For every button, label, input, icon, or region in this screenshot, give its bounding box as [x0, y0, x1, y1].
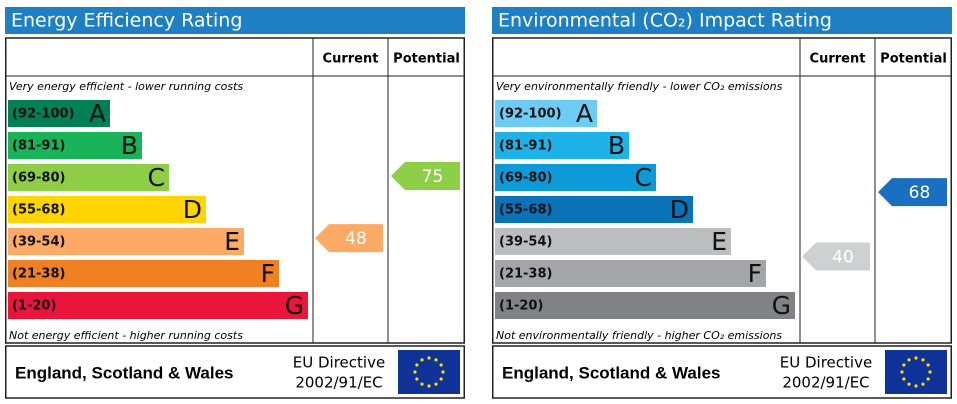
eu-star [921, 358, 925, 362]
rating-band [8, 228, 244, 255]
eu-star [434, 358, 438, 362]
band-letter: A [89, 99, 106, 128]
eu-star [907, 382, 911, 386]
rating-arrow [315, 224, 383, 253]
title-bar [5, 7, 465, 34]
band-range: (55-68) [12, 203, 65, 218]
band-letter: C [635, 163, 652, 192]
title-bar [492, 7, 952, 34]
rating-arrow [878, 178, 947, 207]
rating-panel: Energy Efficiency Rating Current Potential… [5, 7, 465, 399]
band-letter: C [148, 163, 165, 192]
eu-star [434, 382, 438, 386]
rating-band [495, 228, 731, 255]
rating-band [495, 196, 693, 223]
eu-star [926, 363, 930, 367]
eu-star [928, 370, 932, 374]
footer-directive: EU Directive [780, 354, 872, 372]
eu-star [441, 370, 445, 374]
band-letter: B [608, 131, 625, 160]
eu-star [439, 363, 443, 367]
eu-star [914, 356, 918, 360]
band-range: (92-100) [499, 107, 562, 122]
band-letter: G [285, 291, 304, 320]
band-range: (21-38) [499, 267, 552, 282]
footer-region: England, Scotland & Wales [502, 363, 721, 382]
band-letter: B [121, 131, 138, 160]
column-header: Current [810, 52, 866, 67]
rating-band [8, 100, 110, 127]
eu-star [921, 382, 925, 386]
footer-directive: 2002/91/EC [295, 374, 382, 392]
rating-value: 75 [422, 167, 444, 187]
bottom-note: Not energy efficient - higher running co… [9, 329, 243, 342]
footer-region: England, Scotland & Wales [15, 363, 234, 382]
eu-star [420, 358, 424, 362]
rating-band [8, 196, 206, 223]
band-letter: F [748, 259, 762, 288]
eu-star [439, 377, 443, 381]
eu-star [902, 377, 906, 381]
band-letter: E [711, 227, 727, 256]
eu-star [926, 377, 930, 381]
rating-band [8, 260, 279, 287]
rating-band [495, 100, 597, 127]
band-range: (1-20) [499, 299, 543, 314]
rating-arrow [802, 242, 870, 271]
column-header: Current [323, 52, 379, 67]
rating-value: 40 [832, 248, 854, 268]
rating-band [8, 164, 169, 191]
band-range: (81-91) [499, 139, 552, 154]
footer-box [492, 345, 952, 399]
column-header: Potential [880, 52, 947, 67]
footer-directive: EU Directive [293, 354, 385, 372]
footer-directive: 2002/91/EC [782, 374, 869, 392]
eu-star [427, 356, 431, 360]
rating-band [495, 292, 795, 319]
chart-box [492, 37, 952, 344]
band-range: (55-68) [499, 203, 552, 218]
rating-band [495, 132, 629, 159]
band-range: (81-91) [12, 139, 65, 154]
eu-star [415, 363, 419, 367]
rating-value: 68 [909, 183, 931, 203]
band-range: (39-54) [499, 235, 552, 250]
eu-star [900, 370, 904, 374]
eu-star [427, 384, 431, 388]
rating-value: 48 [345, 229, 367, 249]
panel-title: Environmental (CO₂) Impact Rating [498, 10, 832, 32]
rating-panel: Environmental (CO₂) Impact Rating Current… [492, 7, 952, 399]
band-letter: E [224, 227, 240, 256]
top-note: Very energy efficient - lower running co… [9, 80, 243, 93]
rating-band [495, 260, 766, 287]
eu-star [907, 358, 911, 362]
panel-title: Energy Efficiency Rating [11, 10, 242, 32]
band-range: (21-38) [12, 267, 65, 282]
band-range: (39-54) [12, 235, 65, 250]
column-header: Potential [393, 52, 460, 67]
rating-band [495, 164, 656, 191]
band-range: (92-100) [12, 107, 75, 122]
eu-star [415, 377, 419, 381]
eu-star [902, 363, 906, 367]
chart-box [5, 37, 465, 344]
rating-band [8, 132, 142, 159]
band-range: (69-80) [12, 171, 65, 186]
band-range: (1-20) [12, 299, 56, 314]
top-note: Very environmentally friendly - lower CO… [496, 80, 783, 93]
band-letter: F [261, 259, 275, 288]
band-range: (69-80) [499, 171, 552, 186]
eu-star [420, 382, 424, 386]
bottom-note: Not environmentally friendly - higher CO… [496, 329, 782, 342]
footer-box [5, 345, 465, 399]
rating-band [8, 292, 308, 319]
band-letter: D [183, 195, 202, 224]
band-letter: G [772, 291, 791, 320]
band-letter: D [670, 195, 689, 224]
rating-arrow [391, 162, 460, 190]
eu-star [413, 370, 417, 374]
band-letter: A [576, 99, 593, 128]
eu-star [914, 384, 918, 388]
